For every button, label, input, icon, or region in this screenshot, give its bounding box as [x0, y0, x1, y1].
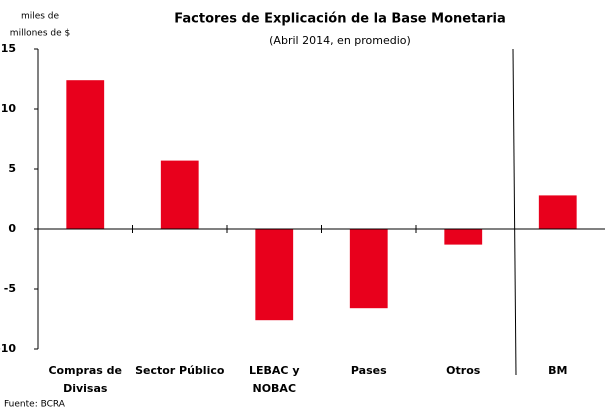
x-tick-label: Sector Público: [135, 364, 225, 377]
bar: [349, 229, 388, 309]
separator: [512, 48, 517, 376]
bar: [255, 229, 294, 321]
y-tick-label: 10: [1, 102, 17, 115]
y-tick-label: -5: [4, 282, 16, 295]
x-tick-label: Divisas: [63, 382, 108, 395]
y-axis-label: miles de: [21, 12, 60, 22]
x-tick-label: Pases: [351, 364, 387, 377]
y-tick-label: 0: [8, 222, 16, 235]
bar: [444, 229, 483, 245]
x-tick-label: NOBAC: [252, 382, 296, 395]
y-tick-label: 15: [1, 42, 16, 55]
bar: [538, 195, 577, 229]
bar: [160, 160, 199, 229]
source: Fuente: BCRA: [4, 400, 66, 410]
chart-subtitle: (Abril 2014, en promedio): [269, 34, 411, 47]
bar: [66, 80, 105, 229]
x-tick-label: LEBAC y: [249, 364, 300, 377]
y-tick-label: -10: [0, 342, 16, 355]
x-tick-label: Otros: [446, 364, 481, 377]
y-tick-label: 5: [8, 162, 16, 175]
y-axis-label: millones de $: [10, 29, 70, 39]
chart-title: Factores de Explicación de la Base Monet…: [174, 12, 505, 27]
x-tick-label: Compras de: [48, 364, 122, 377]
x-tick-label: BM: [548, 364, 567, 377]
